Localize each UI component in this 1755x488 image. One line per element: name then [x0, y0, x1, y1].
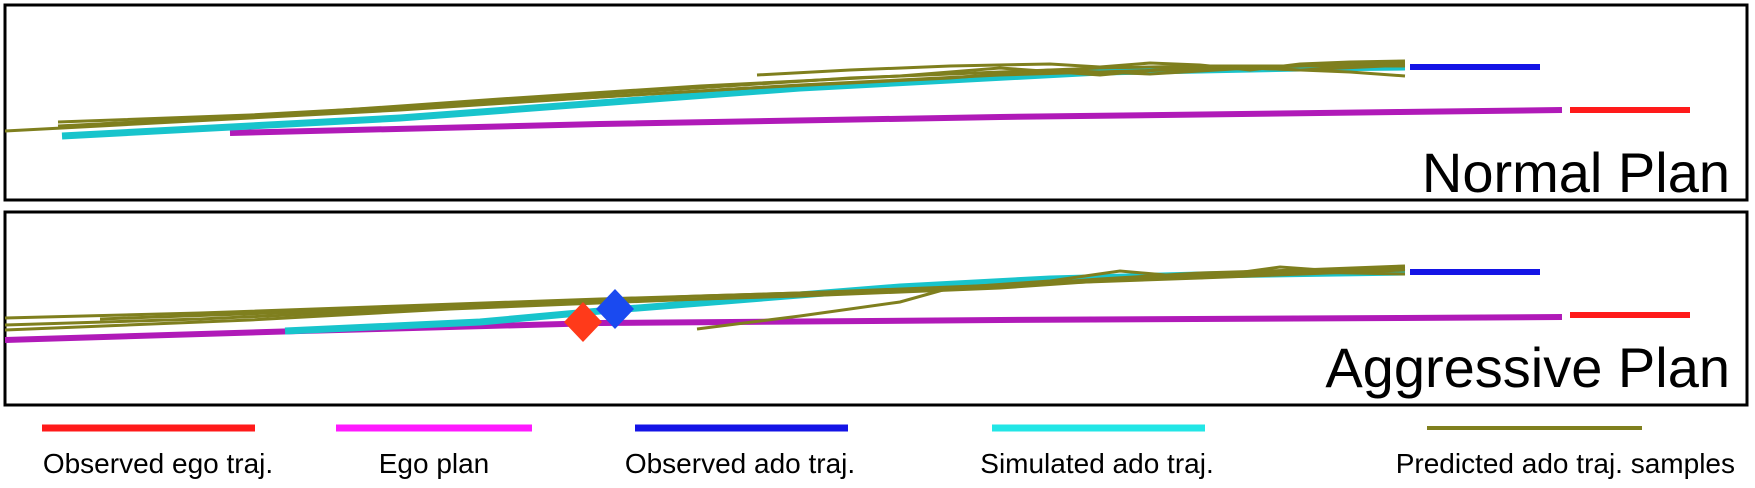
panel-frame	[3, 3, 1749, 202]
predicted-sample-line	[99, 63, 1406, 126]
panel-aggressive-plan: Aggressive Plan	[3, 210, 1749, 407]
panel-title: Normal Plan	[1422, 141, 1730, 204]
ego-plan-line	[229, 107, 1563, 136]
ego-plan-line	[4, 314, 1563, 343]
legend-item-observed-ado: Observed ado traj.	[625, 424, 855, 479]
predicted-samples	[4, 264, 1406, 332]
legend-item-observed-ego: Observed ego traj.	[42, 424, 273, 479]
simulated-ado-line	[61, 63, 1406, 140]
predicted-sample-line	[756, 59, 1406, 77]
legend: Observed ego traj. Ego plan Observed ado…	[42, 424, 1735, 479]
predicted-samples	[4, 59, 1406, 133]
panel-title: Aggressive Plan	[1325, 336, 1730, 399]
predicted-sample-line	[99, 264, 1406, 321]
panel-normal-plan: Normal Plan	[3, 3, 1749, 204]
panel-frame	[3, 210, 1749, 407]
legend-label: Observed ego traj.	[43, 448, 273, 479]
legend-label: Observed ado traj.	[625, 448, 855, 479]
legend-item-predicted-samples: Predicted ado traj. samples	[1396, 426, 1735, 479]
legend-label: Simulated ado traj.	[980, 448, 1213, 479]
legend-label: Ego plan	[379, 448, 490, 479]
ado-position-marker	[596, 289, 634, 329]
ego-position-marker	[564, 302, 602, 342]
legend-label: Predicted ado traj. samples	[1396, 448, 1735, 479]
legend-item-ego-plan: Ego plan	[336, 424, 532, 479]
legend-item-simulated-ado: Simulated ado traj.	[980, 424, 1214, 479]
